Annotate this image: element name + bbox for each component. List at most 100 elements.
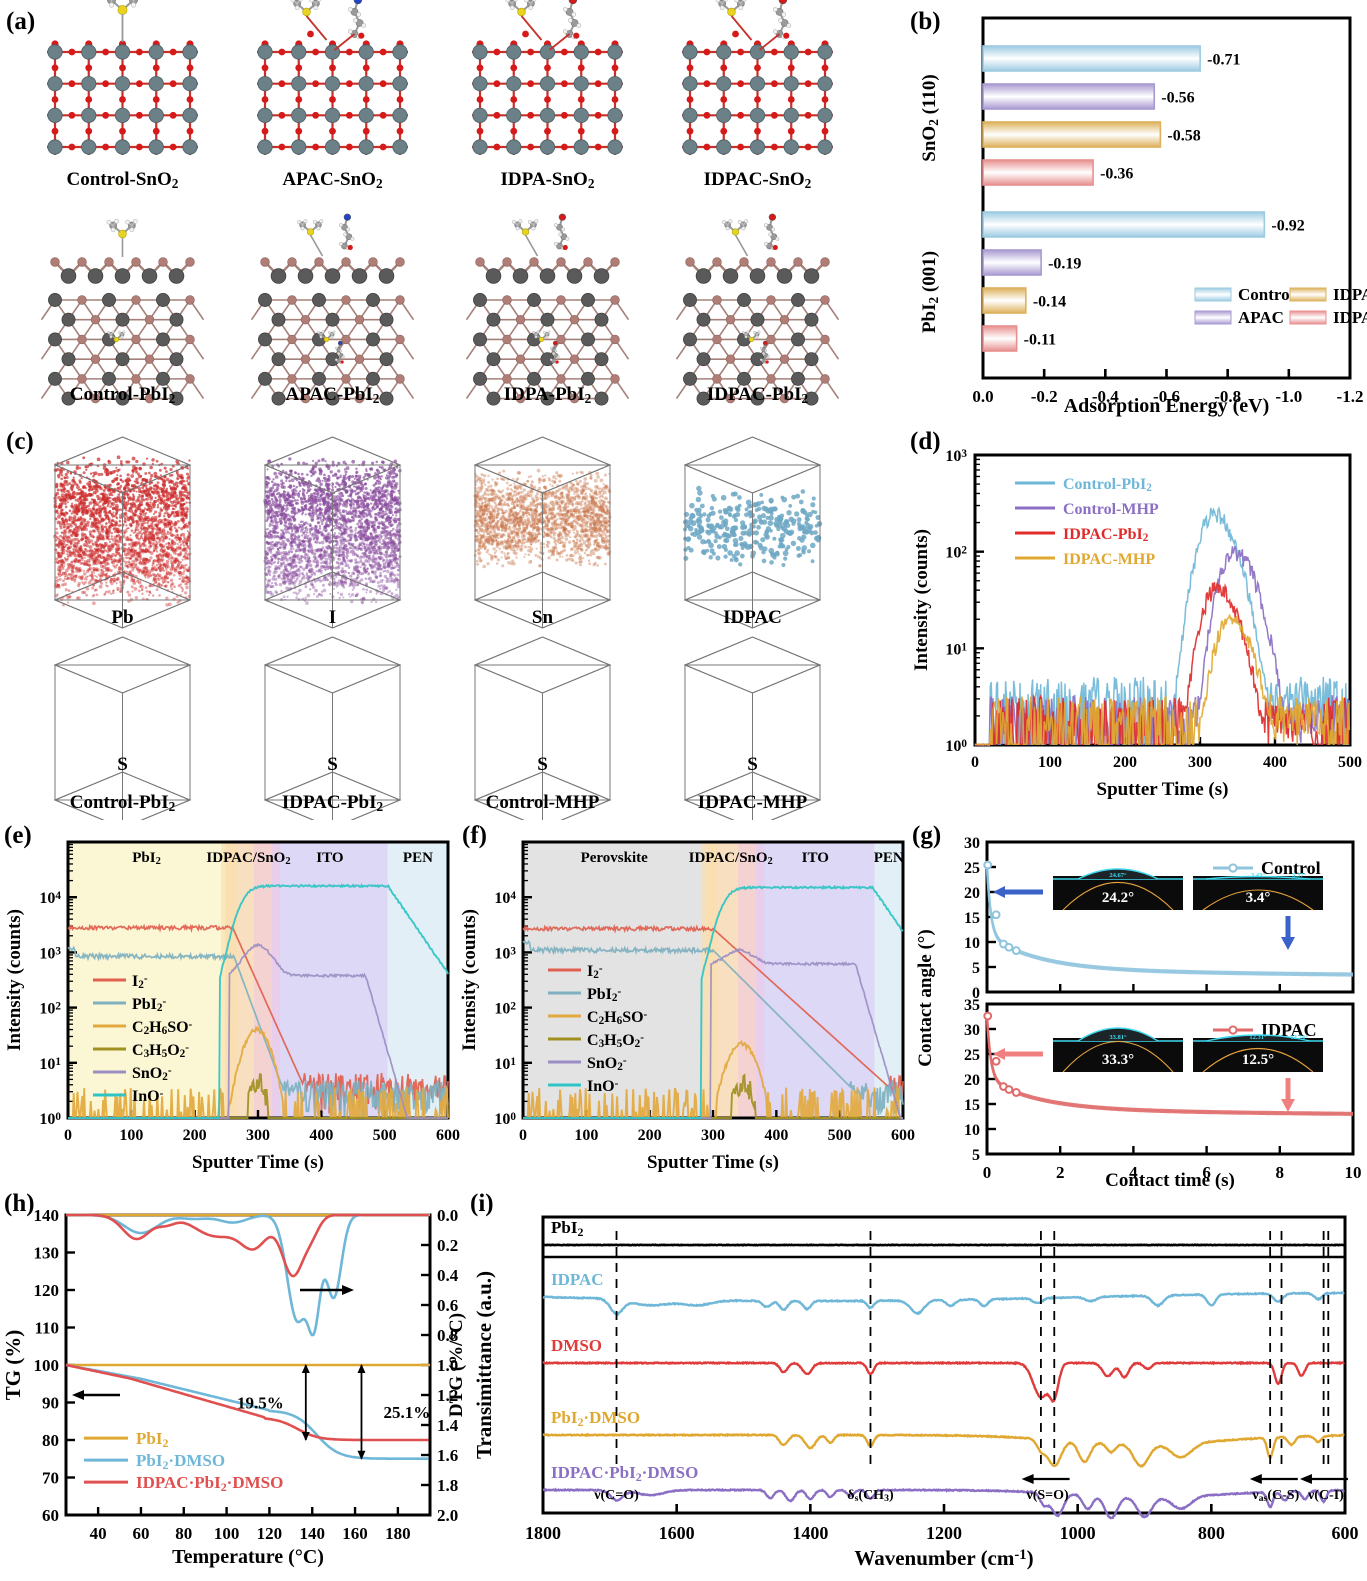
point-cloud-dot	[168, 492, 172, 496]
point-cloud-dot	[72, 571, 75, 574]
o-sn-bond	[760, 34, 780, 50]
point-cloud-dot	[128, 543, 131, 546]
point-cloud-dot	[174, 550, 177, 553]
hydrogen-atom	[516, 227, 519, 230]
hydrogen-atom	[339, 242, 342, 245]
point-cloud-dot	[116, 577, 119, 580]
panel-b-bar-value: -0.56	[1161, 90, 1194, 107]
hydrogen-atom	[348, 29, 352, 33]
lead-atom	[62, 353, 75, 366]
point-cloud-dot	[115, 539, 118, 542]
hydrogen-atom	[301, 227, 304, 230]
point-cloud-dot	[178, 537, 182, 541]
point-cloud-dot	[151, 516, 155, 520]
oxygen-atom	[573, 33, 579, 39]
point-cloud-dot	[61, 547, 64, 550]
point-cloud-dot	[102, 537, 105, 540]
point-cloud-dot	[83, 563, 85, 565]
sulfur-atom	[749, 337, 754, 342]
hydrogen-atom	[348, 7, 352, 11]
point-cloud-dot	[170, 529, 173, 532]
point-cloud-dot	[61, 517, 63, 519]
tin-atom	[292, 45, 306, 59]
point-cloud-dot	[115, 559, 117, 561]
point-cloud-dot	[79, 467, 81, 469]
point-cloud-dot	[153, 472, 157, 476]
point-cloud-dot	[145, 539, 147, 541]
oxygen-atom	[312, 144, 319, 151]
point-cloud-dot	[188, 459, 190, 461]
iodine-atom	[342, 335, 351, 344]
point-cloud-dot	[184, 552, 187, 555]
point-cloud-dot	[310, 475, 312, 477]
point-cloud-dot	[124, 532, 126, 534]
point-cloud-dot	[142, 570, 145, 573]
point-cloud-dot	[98, 511, 101, 514]
point-cloud-dot	[186, 496, 189, 499]
point-cloud-dot	[145, 547, 148, 550]
point-cloud-dot	[176, 498, 178, 500]
lead-atom	[142, 269, 157, 284]
tin-atom	[750, 76, 764, 90]
point-cloud-dot	[58, 552, 61, 555]
point-cloud-dot	[312, 533, 315, 536]
point-cloud-dot	[124, 516, 126, 518]
point-cloud-dot	[132, 513, 136, 517]
point-cloud-dot	[73, 541, 76, 544]
point-cloud-dot	[83, 471, 86, 474]
point-cloud-dot	[85, 487, 87, 489]
point-cloud-dot	[99, 487, 102, 490]
point-cloud-dot	[141, 503, 144, 506]
tin-atom	[115, 76, 129, 90]
point-cloud-dot	[91, 522, 94, 525]
iodine-atom	[516, 355, 525, 364]
point-cloud-dot	[164, 575, 167, 578]
oxygen-atom	[527, 112, 534, 119]
point-cloud-dot	[283, 595, 286, 598]
point-cloud-dot	[92, 472, 94, 474]
point-cloud-dot	[128, 519, 130, 521]
tin-atom	[507, 140, 521, 154]
tin-atom	[258, 140, 272, 154]
point-cloud-dot	[157, 557, 160, 560]
point-cloud-dot	[139, 545, 142, 548]
point-cloud-dot	[93, 551, 97, 555]
oxygen-atom	[771, 112, 778, 119]
hydrogen-atom	[563, 29, 567, 33]
iodine-atom	[557, 258, 566, 267]
hydrogen-atom	[110, 336, 112, 338]
iodine-atom	[570, 315, 579, 324]
hydrogen-atom	[787, 23, 791, 27]
point-cloud-dot	[111, 535, 113, 537]
panel-b-bar-idpa	[983, 122, 1160, 147]
sulfur-atom	[324, 337, 329, 342]
iodine-atom	[713, 296, 722, 305]
point-cloud-dot	[137, 529, 140, 532]
iodine-atom	[145, 355, 154, 364]
oxygen-atom	[493, 112, 500, 119]
point-cloud-dot	[123, 576, 125, 578]
point-cloud-dot	[154, 567, 157, 570]
oxygen-atom	[720, 96, 727, 103]
point-cloud-dot	[140, 513, 142, 515]
oxygen-atom	[187, 64, 194, 71]
point-cloud-dot	[170, 579, 173, 582]
point-cloud-dot	[117, 493, 120, 496]
point-cloud-dot	[141, 589, 143, 591]
hydrogen-atom	[758, 331, 760, 333]
lead-atom	[595, 353, 608, 366]
point-cloud-dot	[96, 568, 100, 572]
point-cloud-dot	[183, 525, 186, 528]
point-cloud-dot	[73, 538, 76, 541]
hydrogen-atom	[760, 359, 762, 361]
hydrogen-atom	[553, 353, 555, 355]
point-cloud-dot	[156, 525, 158, 527]
point-cloud-dot	[297, 473, 300, 476]
iodine-atom	[132, 258, 141, 267]
point-cloud-dot	[71, 567, 73, 569]
point-cloud-dot	[381, 460, 384, 463]
point-cloud-dot	[142, 509, 145, 512]
point-cloud-dot	[165, 495, 169, 499]
point-cloud-dot	[186, 480, 188, 482]
point-cloud-dot	[140, 529, 142, 531]
